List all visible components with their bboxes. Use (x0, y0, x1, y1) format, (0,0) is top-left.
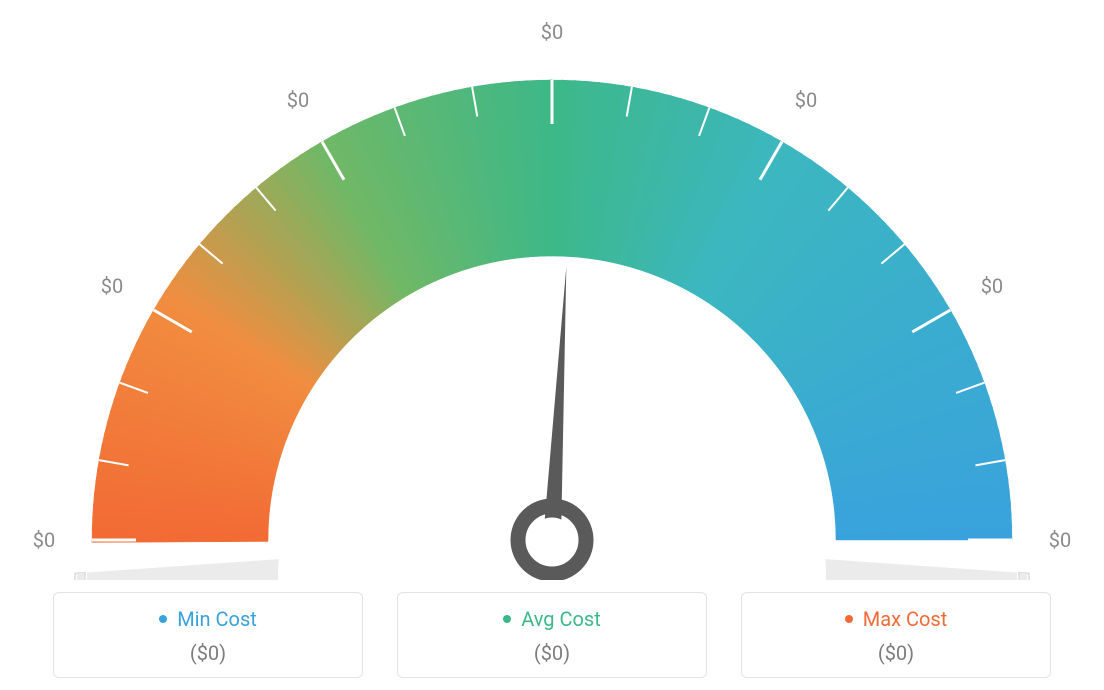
legend-value: ($0) (742, 641, 1050, 665)
legend-label: Avg Cost (521, 607, 601, 631)
legend-value: ($0) (54, 641, 362, 665)
gauge-tick-label: $0 (795, 88, 817, 112)
dot-icon (503, 615, 511, 623)
legend-card-min: Min Cost ($0) (53, 592, 363, 678)
gauge-tick-label: $0 (287, 88, 309, 112)
legend-title-min: Min Cost (159, 607, 257, 631)
dot-icon (845, 615, 853, 623)
gauge-tick-label: $0 (1049, 528, 1071, 552)
legend-card-max: Max Cost ($0) (741, 592, 1051, 678)
legend-label: Max Cost (863, 607, 948, 631)
legend-title-max: Max Cost (845, 607, 948, 631)
legend-label: Min Cost (177, 607, 257, 631)
gauge-tick-label: $0 (981, 274, 1003, 298)
legend-value: ($0) (398, 641, 706, 665)
legend-title-avg: Avg Cost (503, 607, 601, 631)
legend-card-avg: Avg Cost ($0) (397, 592, 707, 678)
gauge-tick-label: $0 (33, 528, 55, 552)
legend-row: Min Cost ($0) Avg Cost ($0) Max Cost ($0… (0, 592, 1104, 678)
gauge-chart: $0 $0 $0 $0 $0 $0 $0 (0, 0, 1104, 560)
gauge-tick-label: $0 (541, 20, 563, 44)
gauge-tick-label: $0 (101, 274, 123, 298)
gauge-svg (0, 20, 1104, 580)
dot-icon (159, 615, 167, 623)
